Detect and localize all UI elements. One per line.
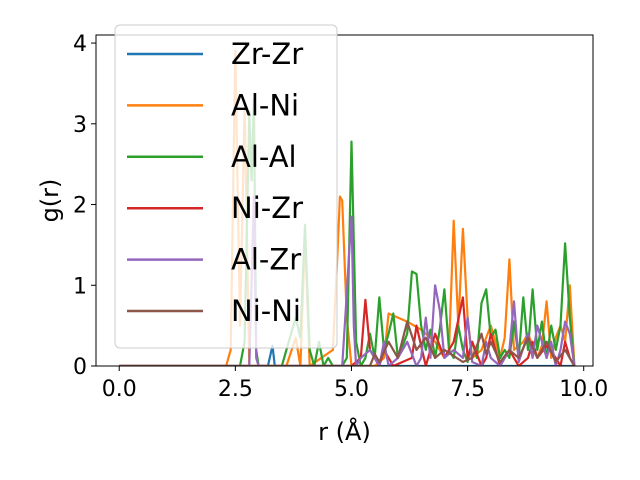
legend-label: Al-Al xyxy=(231,140,297,174)
y-tick-label: 3 xyxy=(73,113,87,138)
y-tick-label: 1 xyxy=(73,274,87,299)
y-axis: 0 1 2 3 4 xyxy=(73,32,96,380)
x-tick-label: 2.5 xyxy=(218,377,253,402)
y-tick-label: 2 xyxy=(73,194,87,219)
legend-label: Al-Zr xyxy=(231,243,301,277)
series-line-ni-ni xyxy=(119,320,576,366)
x-tick-label: 10.0 xyxy=(559,377,608,402)
x-tick-label: 7.5 xyxy=(450,377,485,402)
y-tick-label: 4 xyxy=(73,32,87,57)
x-axis: 0.0 2.5 5.0 7.5 10.0 xyxy=(102,366,608,402)
legend-box xyxy=(114,24,338,349)
y-axis-label: g(r) xyxy=(36,179,64,223)
legend: Zr-Zr Al-Ni Al-Al Ni-Zr Al-Zr Ni-Ni xyxy=(114,24,338,349)
x-tick-label: 0.0 xyxy=(102,377,137,402)
x-axis-label: r (Å) xyxy=(318,417,371,446)
legend-label: Al-Ni xyxy=(231,88,299,122)
series-line-al-zr xyxy=(119,195,576,366)
legend-label: Zr-Zr xyxy=(231,37,303,71)
x-tick-label: 5.0 xyxy=(334,377,369,402)
y-tick-label: 0 xyxy=(73,355,87,380)
series-line-zr-zr xyxy=(119,344,575,366)
legend-label: Ni-Zr xyxy=(231,191,303,225)
plot-frame xyxy=(95,34,594,367)
legend-label: Ni-Ni xyxy=(231,294,301,328)
